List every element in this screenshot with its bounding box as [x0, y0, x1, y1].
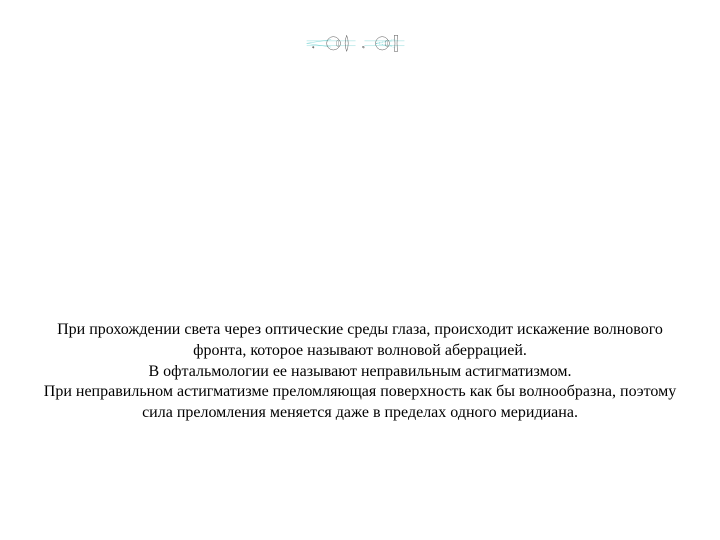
paragraph-2: В офтальмологии ее называют неправильным…	[40, 362, 680, 383]
svg-text:б): б)	[362, 46, 364, 49]
paragraph-1: При прохождении света через оптические с…	[40, 320, 680, 362]
caption-text: При прохождении света через оптические с…	[40, 320, 680, 424]
paragraph-3: При неправильном астигматизме преломляющ…	[40, 382, 680, 424]
svg-text:а): а)	[312, 47, 314, 49]
optics-diagram: а) б)	[0, 0, 720, 120]
